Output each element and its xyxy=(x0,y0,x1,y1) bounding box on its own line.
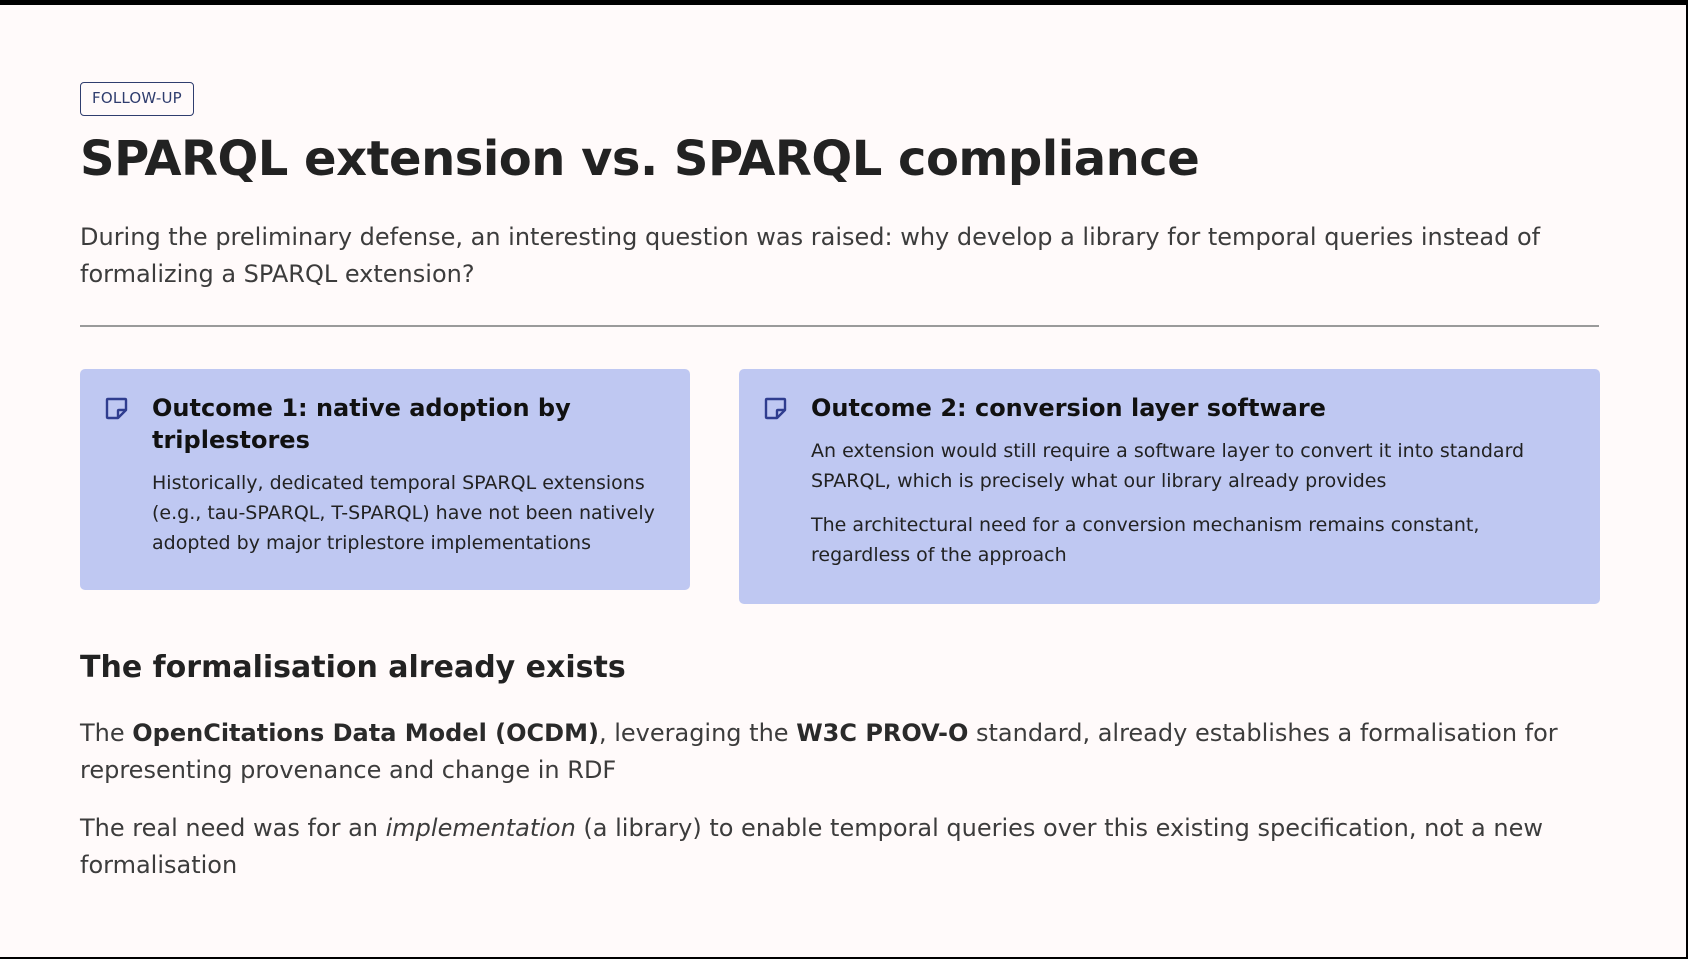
ocdm-text-1: The xyxy=(80,719,133,747)
divider xyxy=(80,325,1599,327)
ocdm-term: OpenCitations Data Model (OCDM) xyxy=(132,719,599,747)
outcome-card-1: Outcome 1: native adoption by triplestor… xyxy=(80,369,690,590)
outcome-card-2: Outcome 2: conversion layer software An … xyxy=(739,369,1600,604)
outcome-card-1-title: Outcome 1: native adoption by triplestor… xyxy=(152,394,571,454)
outcome-card-1-text: Historically, dedicated temporal SPARQL … xyxy=(152,472,655,554)
implementation-text-1: The real need was for an xyxy=(80,814,386,842)
ocdm-paragraph: The OpenCitations Data Model (OCDM), lev… xyxy=(80,715,1620,789)
implementation-paragraph: The real need was for an implementation … xyxy=(80,810,1620,884)
slide: FOLLOW-UP SPARQL extension vs. SPARQL co… xyxy=(0,5,1686,957)
sticky-note-icon xyxy=(763,396,788,421)
ocdm-text-2: , leveraging the xyxy=(598,719,797,747)
section-title: The formalisation already exists xyxy=(80,650,626,685)
sticky-note-icon xyxy=(104,396,129,421)
implementation-term: implementation xyxy=(385,814,576,842)
outcome-card-2-text-2: The architectural need for a conversion … xyxy=(811,514,1480,566)
page-title: SPARQL extension vs. SPARQL compliance xyxy=(80,131,1200,187)
outcome-card-2-title: Outcome 2: conversion layer software xyxy=(811,394,1326,422)
intro-text: During the preliminary defense, an inter… xyxy=(80,223,1541,288)
outcome-card-2-text-1: An extension would still require a softw… xyxy=(811,440,1525,492)
ocdm-text-3: standard, already establishes a formalis… xyxy=(80,719,1558,784)
follow-up-badge: FOLLOW-UP xyxy=(80,82,194,116)
implementation-text-2: (a library) to enable temporal queries o… xyxy=(80,814,1543,879)
prov-o-term: W3C PROV-O xyxy=(796,719,969,747)
